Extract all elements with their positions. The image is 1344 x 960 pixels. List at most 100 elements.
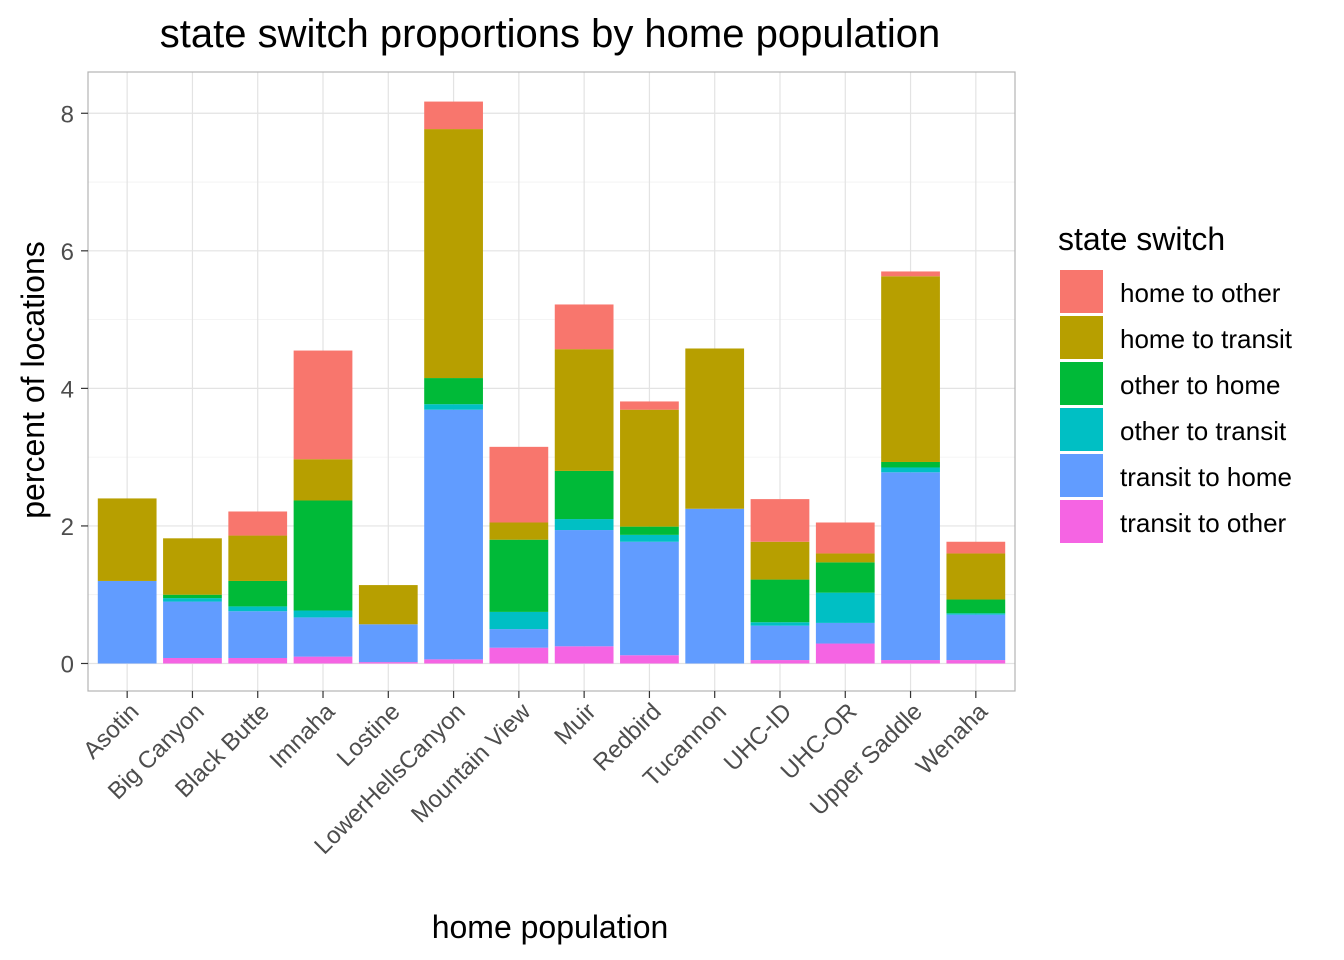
y-axis: 0 2 4 6 8 (61, 101, 88, 678)
x-tick-label-muir: Muir (549, 698, 601, 750)
bar-segment-home-to-transit (815, 553, 875, 563)
bar-stack-tucannon (685, 348, 745, 664)
bar-segment-home-to-other (293, 350, 353, 460)
bar-stack-upper-saddle (881, 271, 940, 664)
bar-segment-other-to-home (554, 470, 614, 520)
bar-segment-transit-to-home (946, 614, 1006, 661)
legend: state switch home to other home to transi… (1058, 221, 1293, 543)
x-tick-label-mountain-view: Mountain View (406, 698, 537, 829)
bar-segment-other-to-home (489, 539, 549, 612)
bar-stack-wenaha (946, 541, 1006, 664)
bar-segment-other-to-home (228, 580, 288, 607)
x-tick-label-imnaha: Imnaha (265, 698, 341, 774)
bar-segment-home-to-transit (881, 276, 940, 462)
bar-segment-transit-to-other (424, 659, 483, 664)
bars (97, 101, 1006, 664)
plot-background (88, 72, 1015, 691)
bar-segment-other-to-transit (750, 622, 810, 626)
bar-segment-transit-to-other (163, 657, 222, 664)
bar-segment-home-to-other (750, 499, 810, 542)
bar-segment-other-to-transit (946, 613, 1006, 615)
bar-segment-transit-to-other (554, 646, 614, 664)
bar-stack-redbird (620, 401, 679, 664)
bar-segment-transit-to-home (424, 409, 483, 660)
x-axis-title: home population (432, 909, 669, 945)
bar-segment-transit-to-home (554, 530, 614, 647)
bar-segment-transit-to-home (489, 629, 549, 648)
bar-segment-home-to-other (881, 271, 940, 277)
bar-segment-other-to-transit (554, 519, 614, 531)
bar-segment-home-to-transit (163, 538, 222, 595)
bar-segment-other-to-home (163, 594, 222, 599)
legend-label-transit-to-home: transit to home (1120, 462, 1292, 492)
bar-segment-home-to-other (815, 522, 875, 554)
legend-key-transit-to-other (1060, 500, 1103, 543)
legend-key-other-to-home (1060, 362, 1103, 405)
legend-label-home-to-other: home to other (1120, 278, 1281, 308)
bar-stack-muir (554, 304, 614, 664)
bar-segment-transit-to-home (620, 541, 679, 656)
bar-segment-other-to-transit (489, 611, 549, 630)
bar-segment-home-to-other (489, 446, 549, 523)
legend-title: state switch (1058, 221, 1225, 257)
bar-segment-other-to-home (620, 526, 679, 535)
legend-key-home-to-transit (1060, 316, 1103, 359)
bar-segment-other-to-transit (424, 404, 483, 410)
bar-segment-other-to-transit (620, 534, 679, 542)
bar-segment-transit-to-other (750, 660, 810, 664)
bar-segment-home-to-transit (946, 553, 1006, 600)
bar-stack-imnaha (293, 350, 353, 664)
bar-segment-home-to-other (946, 541, 1006, 554)
bar-segment-home-to-other (554, 304, 614, 350)
bar-segment-transit-to-other (293, 656, 353, 664)
x-tick-label-wenaha: Wenaha (911, 698, 993, 780)
bar-stack-big-canyon (163, 538, 222, 664)
bar-segment-home-to-transit (685, 348, 745, 509)
bar-segment-other-to-home (424, 378, 483, 405)
bar-segment-other-to-transit (881, 467, 940, 473)
bar-segment-other-to-home (293, 500, 353, 611)
bar-stack-mountain-view (489, 446, 549, 664)
bar-segment-transit-to-home (881, 472, 940, 661)
y-tick-label: 4 (61, 376, 74, 403)
bar-segment-home-to-other (424, 101, 483, 130)
bar-segment-home-to-transit (228, 535, 288, 581)
bar-segment-home-to-transit (424, 129, 483, 379)
panel-border (87, 71, 1016, 692)
bar-segment-other-to-home (946, 599, 1006, 614)
bar-segment-home-to-transit (97, 498, 157, 581)
bar-segment-transit-to-other (815, 643, 875, 664)
legend-label-other-to-transit: other to transit (1120, 416, 1287, 446)
bar-segment-transit-to-home (358, 624, 418, 663)
bar-segment-home-to-transit (293, 459, 353, 501)
x-tick-label-upper-saddle: Upper Saddle (805, 698, 928, 821)
bar-stack-asotin (97, 498, 157, 664)
bar-segment-transit-to-home (815, 622, 875, 644)
bar-segment-home-to-transit (750, 541, 810, 580)
bar-segment-transit-to-other (228, 657, 288, 664)
bar-segment-other-to-transit (815, 592, 875, 623)
legend-label-home-to-transit: home to transit (1120, 324, 1293, 354)
bar-segment-other-to-home (815, 562, 875, 593)
plot-panel (88, 72, 1015, 691)
bar-segment-home-to-transit (358, 585, 418, 625)
bar-stack-lostine (358, 585, 418, 664)
bar-segment-other-to-home (881, 461, 940, 468)
bar-segment-transit-to-home (163, 601, 222, 658)
bar-segment-transit-to-home (97, 580, 157, 664)
bar-segment-home-to-other (228, 511, 288, 536)
bar-stack-uhc-or (815, 522, 875, 664)
y-axis-title: percent of locations (15, 241, 51, 519)
bar-segment-transit-to-home (293, 617, 353, 657)
bar-segment-transit-to-home (750, 625, 810, 661)
bar-segment-transit-to-other (489, 647, 549, 664)
chart-title: state switch proportions by home populat… (160, 12, 940, 56)
legend-key-home-to-other (1060, 270, 1103, 313)
bar-stack-black-butte (228, 511, 288, 664)
bar-stack-lowerhellscanyon (424, 101, 483, 664)
bar-segment-transit-to-home (685, 508, 745, 664)
bar-segment-other-to-home (750, 579, 810, 623)
bar-segment-transit-to-other (946, 660, 1006, 664)
